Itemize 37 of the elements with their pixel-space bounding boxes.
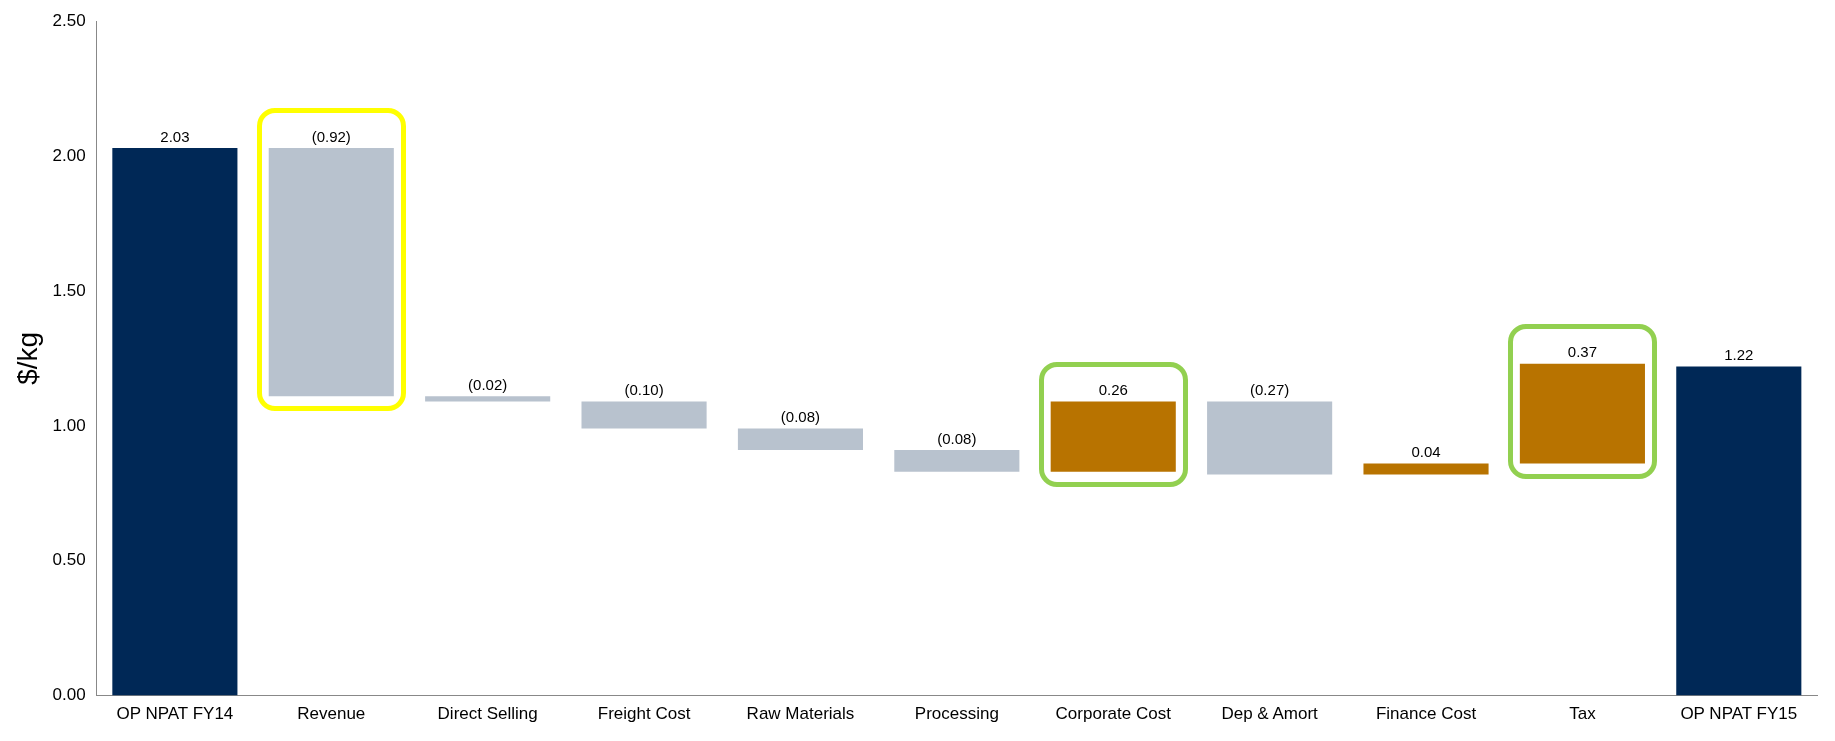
y-tick-label: 0.00	[52, 685, 86, 705]
bar	[894, 450, 1020, 472]
y-tick-label: 1.50	[52, 280, 86, 300]
x-tick-label: Freight Cost	[597, 704, 691, 724]
bar	[1676, 366, 1802, 696]
data-label: (0.02)	[468, 375, 508, 393]
y-axis-title: $/kg	[11, 331, 43, 385]
y-tick-label: 2.00	[52, 145, 86, 165]
x-tick-label: Raw Materials	[746, 704, 855, 724]
data-label: 0.37	[1567, 343, 1598, 361]
x-tick-label: Tax	[1569, 704, 1597, 724]
bar	[425, 396, 551, 402]
bar	[581, 401, 707, 429]
x-tick-label: Direct Selling	[437, 704, 538, 724]
data-label: 0.04	[1411, 443, 1441, 461]
y-tick-label: 1.00	[52, 415, 86, 435]
x-tick-label: Revenue	[297, 704, 366, 724]
x-tick-label: OP NPAT FY14	[116, 704, 234, 724]
bar	[1363, 463, 1489, 475]
x-tick-label: Dep & Amort	[1221, 704, 1319, 724]
data-label: (0.92)	[311, 127, 351, 145]
y-tick-label: 0.50	[52, 550, 86, 570]
data-label: 0.26	[1098, 381, 1128, 399]
y-tick-label: 2.50	[52, 10, 86, 30]
data-label: (0.27)	[1250, 381, 1290, 399]
bar	[112, 147, 238, 696]
bar	[737, 428, 864, 451]
data-label: 2.03	[160, 127, 190, 145]
bar	[1207, 401, 1333, 475]
x-tick-label: Finance Cost	[1375, 704, 1477, 724]
x-tick-label: Processing	[914, 704, 999, 724]
x-tick-label: OP NPAT FY15	[1680, 704, 1798, 724]
x-tick-label: Corporate Cost	[1055, 704, 1172, 724]
data-label: (0.10)	[624, 381, 664, 399]
data-label: (0.08)	[780, 408, 821, 426]
data-label: 1.22	[1724, 346, 1754, 364]
data-label: (0.08)	[937, 429, 977, 447]
